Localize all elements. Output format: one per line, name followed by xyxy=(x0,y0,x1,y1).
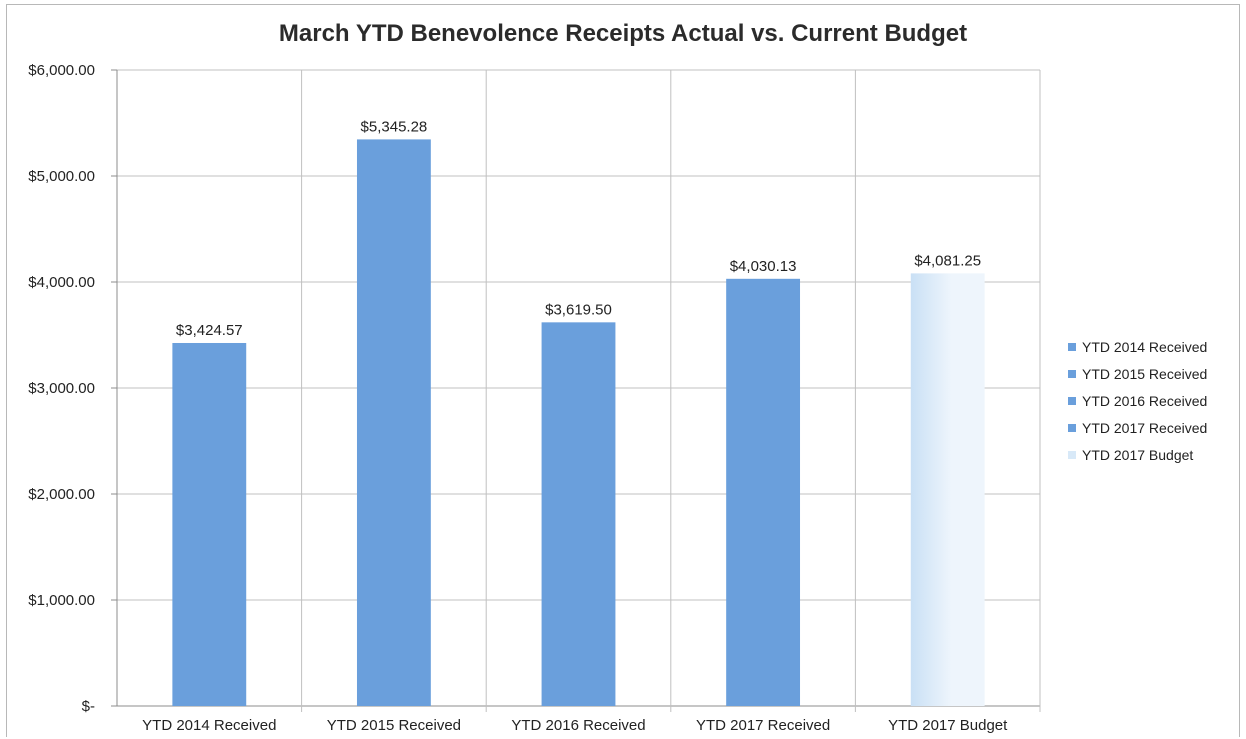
x-tick-label: YTD 2017 Budget xyxy=(888,717,1008,734)
bar xyxy=(172,342,247,706)
legend-label: YTD 2017 Received xyxy=(1082,419,1208,436)
x-tick-label: YTD 2015 Received xyxy=(327,717,461,734)
data-label: $4,081.25 xyxy=(914,252,981,269)
x-tick-label: YTD 2014 Received xyxy=(142,717,276,734)
bar xyxy=(726,278,801,706)
legend-item: YTD 2015 Received xyxy=(1068,360,1207,387)
legend-item: YTD 2016 Received xyxy=(1068,387,1207,414)
y-tick-label: $- xyxy=(82,698,95,715)
chart-frame xyxy=(6,4,1240,737)
y-tick-label: $1,000.00 xyxy=(28,592,95,609)
y-tick-label: $3,000.00 xyxy=(28,380,95,397)
legend-item: YTD 2017 Budget xyxy=(1068,441,1207,468)
legend-swatch xyxy=(1068,423,1076,432)
legend-label: YTD 2017 Budget xyxy=(1082,446,1194,463)
y-tick-label: $5,000.00 xyxy=(28,168,95,185)
data-label: $4,030.13 xyxy=(730,258,797,275)
legend-label: YTD 2014 Received xyxy=(1082,338,1208,355)
legend-swatch xyxy=(1068,369,1076,378)
data-label: $3,424.57 xyxy=(176,322,243,339)
bar xyxy=(910,273,985,706)
chart-legend: YTD 2014 Received YTD 2015 Received YTD 20… xyxy=(1068,333,1207,468)
bar xyxy=(356,139,431,706)
data-label: $5,345.28 xyxy=(361,118,428,135)
y-tick-label: $2,000.00 xyxy=(28,486,95,503)
legend-swatch xyxy=(1068,396,1076,405)
x-tick-label: YTD 2016 Received xyxy=(511,717,645,734)
data-label: $3,619.50 xyxy=(545,301,612,318)
legend-swatch xyxy=(1068,342,1076,351)
y-tick-label: $4,000.00 xyxy=(28,274,95,291)
legend-label: YTD 2016 Received xyxy=(1082,392,1208,409)
legend-swatch xyxy=(1068,450,1076,459)
chart-title: March YTD Benevolence Receipts Actual vs… xyxy=(278,20,968,47)
y-tick-label: $6,000.00 xyxy=(28,62,95,79)
bar xyxy=(541,322,616,706)
legend-label: YTD 2015 Received xyxy=(1082,365,1208,382)
legend-item: YTD 2014 Received xyxy=(1068,333,1207,360)
x-tick-label: YTD 2017 Received xyxy=(696,717,830,734)
legend-item: YTD 2017 Received xyxy=(1068,414,1207,441)
